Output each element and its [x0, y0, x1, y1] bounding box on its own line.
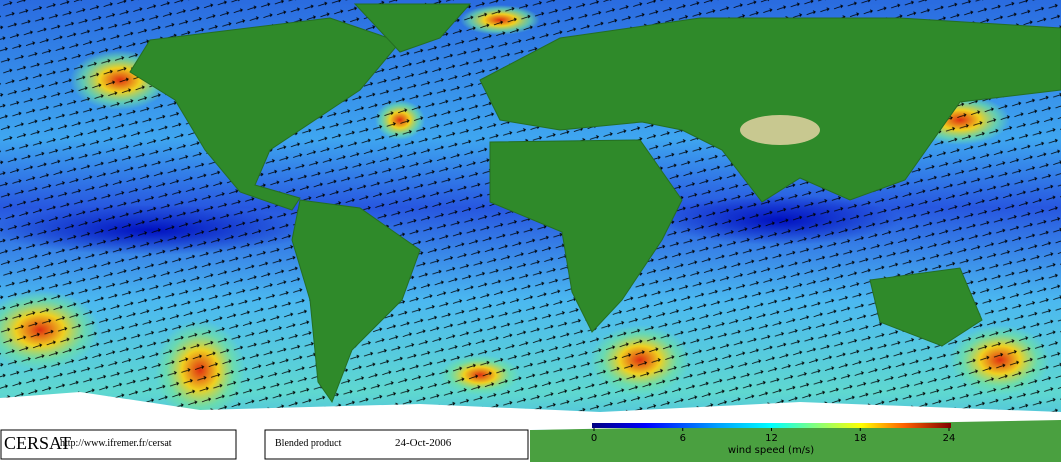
logo-box — [0, 429, 237, 460]
date: 24-Oct-2006 — [395, 437, 452, 449]
colorbar-tick-label: 18 — [854, 433, 867, 444]
url: http://www.ifremer.fr/cersat — [60, 438, 172, 449]
colorbar-tick-label: 12 — [765, 433, 778, 444]
continents — [129, 3, 1061, 404]
colorbar-label: wind speed (m/s) — [728, 445, 814, 456]
colorbar — [592, 423, 951, 428]
colorbar-tick-label: 6 — [680, 433, 686, 444]
product: Blended product — [275, 438, 342, 449]
colorbar-tick-label: 0 — [591, 433, 597, 444]
colorbar-tick-label: 24 — [943, 433, 956, 444]
antarctic-land — [530, 418, 1061, 462]
logo: CERSAT — [4, 433, 71, 453]
product-box — [264, 429, 529, 460]
